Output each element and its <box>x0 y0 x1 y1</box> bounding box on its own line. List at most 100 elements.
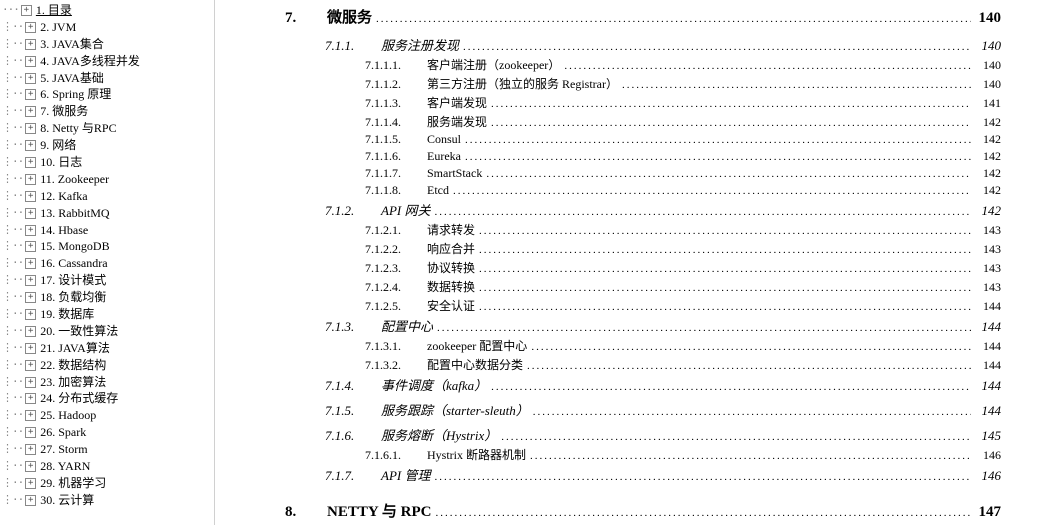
sidebar-item[interactable]: ⋮··+29. 机器学习 <box>2 475 214 492</box>
expand-icon[interactable]: + <box>25 39 36 50</box>
toc-entry[interactable]: 7.1.1.5.Consul142 <box>265 132 1001 147</box>
sidebar-item[interactable]: ⋮··+27. Storm <box>2 441 214 458</box>
toc-entry[interactable]: 8.NETTY 与 RPC147 <box>265 500 1001 521</box>
expand-icon[interactable]: + <box>25 208 36 219</box>
toc-entry[interactable]: 7.1.4.事件调度（kafka）144 <box>265 375 1001 394</box>
sidebar-item[interactable]: ⋮··+8. Netty 与RPC <box>2 120 214 137</box>
sidebar-item-label: 9. 网络 <box>40 137 76 154</box>
expand-icon[interactable]: + <box>25 140 36 151</box>
toc-entry[interactable]: 7.1.6.服务熔断（Hystrix）145 <box>265 425 1001 444</box>
sidebar-item[interactable]: ⋮··+14. Hbase <box>2 222 214 239</box>
toc-entry[interactable]: 7.1.3.配置中心144 <box>265 316 1001 335</box>
sidebar-item[interactable]: ⋮··+12. Kafka <box>2 188 214 205</box>
tree-guide: ⋮·· <box>2 374 25 391</box>
sidebar-item[interactable]: ⋮··+28. YARN <box>2 458 214 475</box>
sidebar-item-label: 4. JAVA多线程并发 <box>40 53 140 70</box>
expand-icon[interactable]: + <box>25 225 36 236</box>
toc-entry[interactable]: 7.1.2.1.请求转发143 <box>265 221 1001 238</box>
expand-icon[interactable]: + <box>25 174 36 185</box>
sidebar-item[interactable]: ⋮··+16. Cassandra <box>2 255 214 272</box>
expand-icon[interactable]: + <box>25 495 36 506</box>
sidebar-item[interactable]: ⋮··+4. JAVA多线程并发 <box>2 53 214 70</box>
expand-icon[interactable]: + <box>21 5 32 16</box>
sidebar-item[interactable]: ⋮··+3. JAVA集合 <box>2 36 214 53</box>
sidebar-item[interactable]: ⋮··+21. JAVA算法 <box>2 340 214 357</box>
sidebar-item[interactable]: ⋮··+22. 数据结构 <box>2 357 214 374</box>
expand-icon[interactable]: + <box>25 73 36 84</box>
expand-icon[interactable]: + <box>25 241 36 252</box>
toc-leader-dots <box>527 339 971 354</box>
toc-entry[interactable]: 7.微服务140 <box>265 6 1001 27</box>
sidebar-item[interactable]: ⋮··+15. MongoDB <box>2 238 214 255</box>
expand-icon[interactable]: + <box>25 393 36 404</box>
expand-icon[interactable]: + <box>25 326 36 337</box>
toc-entry-title: 微服务 <box>327 6 372 27</box>
sidebar-item[interactable]: ⋮··+13. RabbitMQ <box>2 205 214 222</box>
sidebar-item[interactable]: ⋮··+7. 微服务 <box>2 103 214 120</box>
toc-entry[interactable]: 7.1.6.1.Hystrix 断路器机制146 <box>265 446 1001 463</box>
toc-entry-number: 7. <box>285 10 327 27</box>
expand-icon[interactable]: + <box>25 275 36 286</box>
toc-entry-page: 140 <box>971 77 1001 92</box>
expand-icon[interactable]: + <box>25 292 36 303</box>
sidebar-item[interactable]: ⋮··+23. 加密算法 <box>2 374 214 391</box>
expand-icon[interactable]: + <box>25 89 36 100</box>
sidebar-item[interactable]: ⋮··+11. Zookeeper <box>2 171 214 188</box>
toc-entry[interactable]: 7.1.1.1.客户端注册（zookeeper）140 <box>265 56 1001 73</box>
expand-icon[interactable]: + <box>25 478 36 489</box>
expand-icon[interactable]: + <box>25 123 36 134</box>
sidebar-item-label: 28. YARN <box>40 458 90 475</box>
toc-entry-number: 7.1.2. <box>325 203 381 219</box>
expand-icon[interactable]: + <box>25 56 36 67</box>
toc-entry[interactable]: 7.1.1.6.Eureka142 <box>265 149 1001 164</box>
toc-entry-page: 145 <box>971 428 1001 444</box>
expand-icon[interactable]: + <box>25 360 36 371</box>
toc-entry[interactable]: 7.1.2.5.安全认证144 <box>265 297 1001 314</box>
expand-icon[interactable]: + <box>25 377 36 388</box>
toc-entry[interactable]: 7.1.1.7.SmartStack142 <box>265 166 1001 181</box>
toc-entry[interactable]: 7.1.7.API 管理146 <box>265 465 1001 484</box>
sidebar-item[interactable]: ⋮··+2. JVM <box>2 19 214 36</box>
toc-leader-dots <box>431 504 971 521</box>
expand-icon[interactable]: + <box>25 191 36 202</box>
sidebar-item[interactable]: ⋮··+6. Spring 原理 <box>2 86 214 103</box>
toc-entry[interactable]: 7.1.1.8.Etcd142 <box>265 183 1001 198</box>
sidebar-item[interactable]: ···+1. 目录 <box>2 2 214 19</box>
expand-icon[interactable]: + <box>25 461 36 472</box>
toc-entry[interactable]: 7.1.2.2.响应合并143 <box>265 240 1001 257</box>
toc-entry[interactable]: 7.1.5.服务跟踪（starter-sleuth）144 <box>265 400 1001 419</box>
toc-entry-title: zookeeper 配置中心 <box>427 337 527 354</box>
sidebar-item-label: 2. JVM <box>40 19 76 36</box>
toc-entry[interactable]: 7.1.3.1.zookeeper 配置中心144 <box>265 337 1001 354</box>
sidebar-item[interactable]: ⋮··+9. 网络 <box>2 137 214 154</box>
sidebar-item[interactable]: ⋮··+5. JAVA基础 <box>2 70 214 87</box>
expand-icon[interactable]: + <box>25 444 36 455</box>
sidebar-item[interactable]: ⋮··+24. 分布式缓存 <box>2 390 214 407</box>
sidebar-item[interactable]: ⋮··+19. 数据库 <box>2 306 214 323</box>
expand-icon[interactable]: + <box>25 258 36 269</box>
sidebar-item[interactable]: ⋮··+18. 负载均衡 <box>2 289 214 306</box>
toc-entry[interactable]: 7.1.1.服务注册发现140 <box>265 35 1001 54</box>
sidebar-item[interactable]: ⋮··+25. Hadoop <box>2 407 214 424</box>
sidebar-item[interactable]: ⋮··+10. 日志 <box>2 154 214 171</box>
sidebar-item[interactable]: ⋮··+20. 一致性算法 <box>2 323 214 340</box>
expand-icon[interactable]: + <box>25 22 36 33</box>
tree-guide: ⋮·· <box>2 222 25 239</box>
toc-entry[interactable]: 7.1.2.3.协议转换143 <box>265 259 1001 276</box>
expand-icon[interactable]: + <box>25 410 36 421</box>
toc-entry[interactable]: 7.1.3.2.配置中心数据分类144 <box>265 356 1001 373</box>
expand-icon[interactable]: + <box>25 427 36 438</box>
sidebar-item-label: 20. 一致性算法 <box>40 323 118 340</box>
toc-entry[interactable]: 7.1.1.2.第三方注册（独立的服务 Registrar）140 <box>265 75 1001 92</box>
sidebar-item[interactable]: ⋮··+17. 设计模式 <box>2 272 214 289</box>
sidebar-item[interactable]: ⋮··+26. Spark <box>2 424 214 441</box>
sidebar-item[interactable]: ⋮··+30. 云计算 <box>2 492 214 509</box>
toc-entry[interactable]: 7.1.2.API 网关142 <box>265 200 1001 219</box>
expand-icon[interactable]: + <box>25 157 36 168</box>
expand-icon[interactable]: + <box>25 106 36 117</box>
toc-entry[interactable]: 7.1.1.3.客户端发现141 <box>265 94 1001 111</box>
expand-icon[interactable]: + <box>25 343 36 354</box>
toc-entry[interactable]: 7.1.1.4.服务端发现142 <box>265 113 1001 130</box>
expand-icon[interactable]: + <box>25 309 36 320</box>
toc-entry[interactable]: 7.1.2.4.数据转换143 <box>265 278 1001 295</box>
